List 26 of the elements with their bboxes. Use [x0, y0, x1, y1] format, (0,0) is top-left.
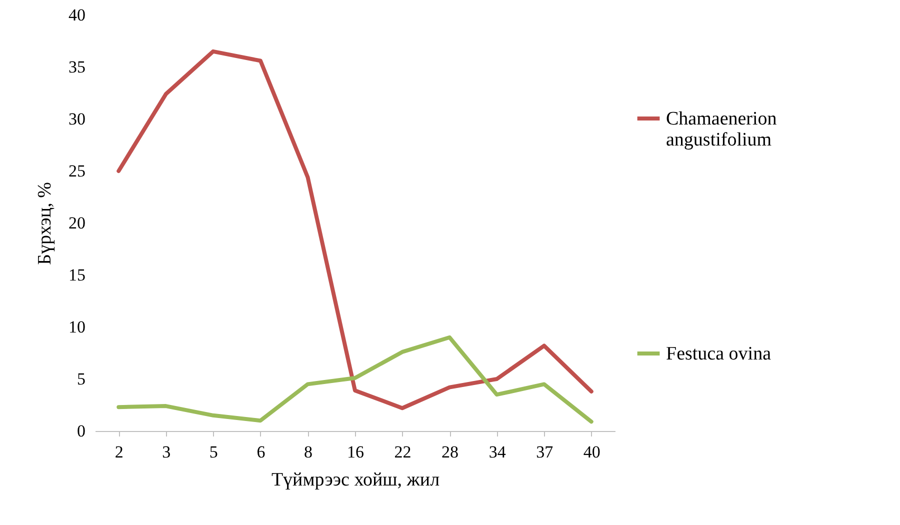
x-tick-label: 40 — [583, 442, 600, 462]
y-tick-label: 0 — [77, 422, 86, 440]
x-tick-label: 16 — [347, 442, 364, 462]
x-tick-label: 5 — [209, 442, 218, 462]
x-tick-label: 6 — [256, 442, 266, 462]
x-axis-title: Түймрээс хойш, жил — [271, 470, 440, 490]
x-tick-label: 34 — [488, 442, 506, 462]
y-tick-label: 30 — [68, 110, 86, 128]
x-tick-label: 3 — [162, 442, 171, 462]
x-tick-label: 22 — [394, 442, 412, 462]
line-series — [116, 335, 594, 424]
y-tick-label: 35 — [68, 58, 86, 76]
y-tick-label: 10 — [68, 318, 86, 336]
x-tick-label: 28 — [442, 442, 459, 462]
y-axis-title: Бүрхэц, % — [34, 182, 56, 265]
line-series — [116, 49, 594, 410]
y-tick-label: 15 — [68, 266, 86, 284]
legend-label: Festuca ovina — [666, 344, 772, 364]
y-tick-label: 25 — [68, 162, 86, 180]
legend-label: Chamaenerion angustifolium — [666, 108, 778, 150]
x-tick-label: 8 — [304, 442, 312, 462]
x-tick-label: 2 — [114, 442, 124, 462]
y-tick-label: 20 — [68, 214, 86, 232]
y-tick-label: 5 — [77, 370, 86, 388]
x-tick-label: 37 — [536, 442, 554, 462]
y-tick-label: 40 — [68, 6, 86, 24]
